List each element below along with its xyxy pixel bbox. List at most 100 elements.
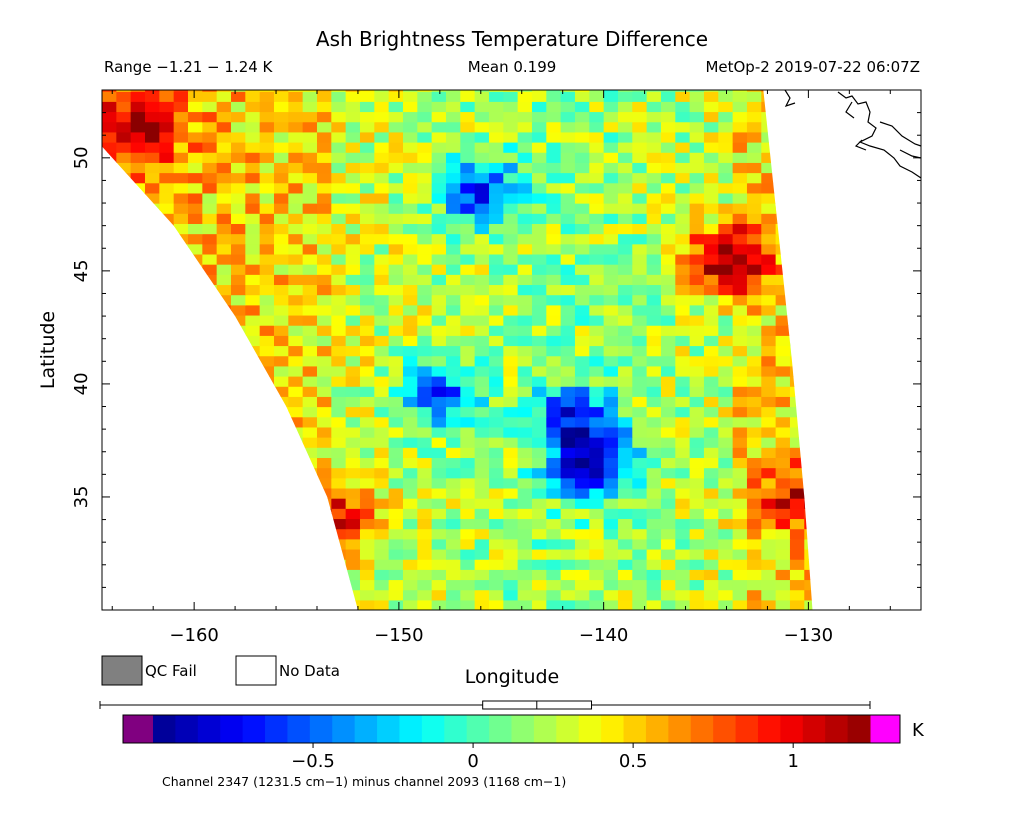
heatmap-cell xyxy=(761,162,777,174)
heatmap-cell xyxy=(273,203,289,214)
heatmap-cell xyxy=(660,589,676,601)
heatmap-cell xyxy=(632,325,648,336)
heatmap-cell xyxy=(431,396,447,408)
heatmap-cell xyxy=(417,569,433,581)
heatmap-cell xyxy=(245,223,261,235)
heatmap-cell xyxy=(789,589,805,601)
heatmap-cell xyxy=(560,335,576,347)
heatmap-cell xyxy=(603,294,619,306)
heatmap-cell xyxy=(359,182,375,194)
heatmap-cell xyxy=(517,335,533,347)
heatmap-cell xyxy=(374,406,390,418)
heatmap-cell xyxy=(589,426,605,438)
heatmap-cell xyxy=(732,314,748,326)
heatmap-cell xyxy=(102,91,117,102)
heatmap-cell xyxy=(488,335,504,347)
heatmap-cell xyxy=(288,355,304,367)
heatmap-cell xyxy=(689,203,705,214)
heatmap-cell xyxy=(417,335,433,347)
heatmap-cell xyxy=(230,90,246,92)
heatmap-cell xyxy=(230,294,246,306)
heatmap-cell xyxy=(632,559,648,570)
heatmap-cell xyxy=(804,559,813,570)
heatmap-cell xyxy=(560,426,576,438)
heatmap-cell xyxy=(546,121,562,133)
heatmap-cell xyxy=(761,365,777,377)
heatmap-cell xyxy=(531,589,547,601)
heatmap-cell xyxy=(331,274,347,286)
heatmap-cell xyxy=(646,233,662,245)
heatmap-cell xyxy=(761,233,777,245)
heatmap-cell xyxy=(388,131,404,143)
heatmap-cell xyxy=(718,365,734,377)
heatmap-cell xyxy=(718,487,734,499)
heatmap-cell xyxy=(302,172,318,184)
heatmap-cell xyxy=(202,142,218,153)
heatmap-cell xyxy=(560,457,576,469)
heatmap-cell xyxy=(159,121,175,133)
heatmap-cell xyxy=(732,508,748,520)
heatmap-cell xyxy=(388,467,404,479)
heatmap-cell xyxy=(402,335,418,347)
heatmap-cell xyxy=(374,508,390,520)
colorbar-segment xyxy=(175,715,199,743)
heatmap-cell xyxy=(574,569,590,581)
heatmap-cell xyxy=(603,437,619,448)
heatmap-cell xyxy=(603,304,619,316)
heatmap-cell xyxy=(359,162,375,174)
heatmap-cell xyxy=(675,569,691,581)
heatmap-cell xyxy=(718,579,734,591)
heatmap-cell xyxy=(660,437,676,448)
heatmap-cell xyxy=(675,447,691,458)
heatmap-cell xyxy=(460,498,476,509)
heatmap-cell xyxy=(632,457,648,469)
heatmap-cell xyxy=(345,396,361,408)
coastline xyxy=(784,89,922,179)
heatmap-cell xyxy=(503,90,519,92)
heatmap-cell xyxy=(445,467,461,479)
heatmap-cell xyxy=(259,91,275,102)
heatmap-cell xyxy=(474,508,490,520)
heatmap-cell xyxy=(517,579,533,591)
heatmap-cell xyxy=(632,203,648,214)
heatmap-cell xyxy=(517,325,533,336)
heatmap-cell xyxy=(660,355,676,367)
heatmap-cell xyxy=(273,365,289,377)
heatmap-cell xyxy=(359,253,375,265)
heatmap-cell xyxy=(689,396,705,408)
heatmap-cell xyxy=(560,213,576,224)
heatmap-cell xyxy=(732,335,748,347)
heatmap-cell xyxy=(560,233,576,245)
heatmap-cell xyxy=(159,162,175,174)
heatmap-cell xyxy=(230,233,246,245)
heatmap-cell xyxy=(617,335,633,347)
heatmap-cell xyxy=(288,243,304,255)
heatmap-cell xyxy=(632,528,648,540)
heatmap-cell xyxy=(675,528,691,540)
heatmap-cell xyxy=(359,325,375,336)
heatmap-cell xyxy=(689,284,705,296)
heatmap-cell xyxy=(517,223,533,235)
heatmap-cell xyxy=(345,131,361,143)
heatmap-cell xyxy=(589,162,605,174)
heatmap-cell xyxy=(789,498,805,509)
heatmap-cell xyxy=(617,142,633,153)
heatmap-cell xyxy=(503,294,519,306)
heatmap-cell xyxy=(546,437,562,448)
heatmap-cell xyxy=(402,386,418,397)
heatmap-cell xyxy=(202,90,218,92)
heatmap-cell xyxy=(675,355,691,367)
heatmap-cell xyxy=(202,101,218,113)
heatmap-cell xyxy=(316,152,332,163)
heatmap-cell xyxy=(230,91,246,102)
heatmap-cell xyxy=(460,325,476,336)
heatmap-cell xyxy=(345,223,361,235)
heatmap-cell xyxy=(718,406,734,418)
heatmap-cell xyxy=(316,142,332,153)
heatmap-cell xyxy=(460,467,476,479)
heatmap-cell xyxy=(402,365,418,377)
heatmap-cell xyxy=(431,365,447,377)
heatmap-cell xyxy=(417,172,433,184)
heatmap-cell xyxy=(761,467,777,479)
heatmap-cell xyxy=(517,284,533,296)
